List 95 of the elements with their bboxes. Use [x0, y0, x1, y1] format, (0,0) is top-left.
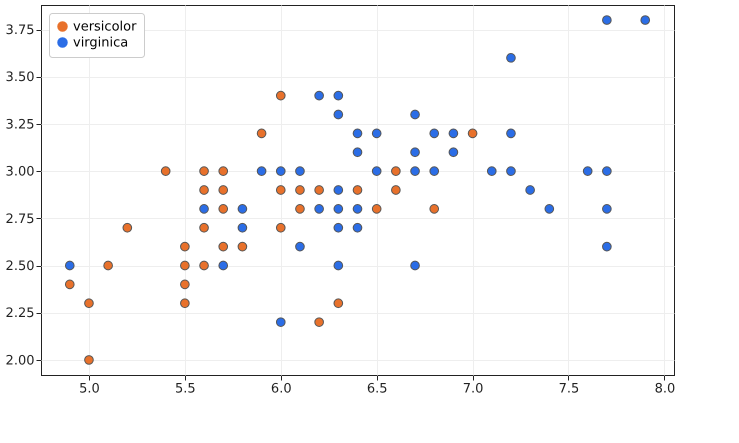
point	[218, 166, 228, 176]
point	[218, 185, 228, 195]
point	[372, 204, 382, 214]
point	[410, 147, 420, 158]
point	[276, 317, 286, 327]
point	[238, 242, 248, 252]
point	[410, 166, 420, 176]
point	[276, 90, 286, 100]
point	[199, 204, 209, 214]
y-tick-label: 2.25	[6, 306, 34, 322]
point	[276, 185, 286, 195]
point	[582, 166, 593, 176]
point	[352, 204, 362, 214]
point	[506, 53, 516, 63]
x-tick-label: 7.5	[558, 382, 580, 396]
point	[544, 204, 554, 214]
point	[218, 260, 228, 270]
y-tick-label: 3.75	[6, 23, 34, 38]
y-tick-label: 3.00	[6, 164, 34, 180]
point	[448, 147, 458, 158]
x-tick-label: 6.0	[270, 382, 292, 396]
point	[525, 185, 535, 195]
x-tick-label: 8.0	[654, 382, 676, 396]
point	[295, 166, 305, 176]
point	[276, 166, 286, 176]
y-tick-label: 3.25	[6, 117, 34, 132]
y-tick-label: 2.00	[6, 353, 34, 368]
point	[84, 298, 94, 308]
point	[333, 204, 344, 214]
point	[602, 204, 612, 214]
point	[218, 204, 228, 214]
point	[333, 110, 344, 120]
point	[84, 355, 94, 365]
y-tick-label: 2.75	[6, 212, 34, 227]
point	[180, 280, 190, 290]
point	[199, 222, 209, 233]
point	[180, 298, 190, 308]
legend-label: versicolor	[73, 20, 138, 34]
point	[468, 128, 478, 138]
point	[238, 204, 248, 214]
x-tick-label: 7.0	[462, 382, 484, 396]
point	[391, 166, 401, 176]
point	[314, 90, 324, 100]
point	[295, 185, 305, 195]
point	[103, 260, 113, 270]
point	[218, 242, 228, 252]
point	[314, 317, 324, 327]
point	[314, 204, 324, 214]
point	[333, 90, 344, 100]
legend-label: virginica	[73, 36, 128, 50]
point	[199, 260, 209, 270]
point	[506, 166, 516, 176]
point	[352, 185, 362, 195]
x-tick-label: 5.0	[79, 382, 100, 396]
point	[602, 15, 612, 25]
point	[352, 128, 362, 138]
point	[314, 185, 324, 195]
point	[276, 222, 286, 233]
point	[122, 222, 132, 233]
point	[602, 242, 612, 252]
point	[295, 204, 305, 214]
y-tick-label: 3.50	[6, 70, 34, 86]
point	[64, 260, 75, 270]
x-tick-label: 5.5	[175, 382, 196, 396]
point	[199, 185, 209, 195]
point	[180, 260, 190, 270]
point	[333, 222, 344, 233]
point	[372, 128, 382, 138]
point	[333, 260, 344, 270]
point	[352, 147, 362, 158]
point	[333, 298, 344, 308]
point	[352, 222, 362, 233]
point	[429, 204, 440, 214]
point	[391, 185, 401, 195]
point	[333, 185, 344, 195]
point	[429, 128, 440, 138]
point	[448, 128, 458, 138]
point	[429, 166, 440, 176]
point	[602, 166, 612, 176]
point	[640, 15, 650, 25]
point	[64, 280, 75, 290]
point	[256, 128, 266, 138]
point	[410, 260, 420, 270]
x-tick-label: 6.5	[366, 382, 388, 396]
y-tick-label: 2.50	[6, 259, 34, 274]
point	[372, 166, 382, 176]
point	[486, 166, 497, 176]
point	[199, 166, 209, 176]
point	[256, 166, 266, 176]
point	[180, 242, 190, 252]
point	[506, 128, 516, 138]
point	[295, 242, 305, 252]
point	[410, 110, 420, 120]
point	[160, 166, 171, 176]
point	[238, 222, 248, 233]
